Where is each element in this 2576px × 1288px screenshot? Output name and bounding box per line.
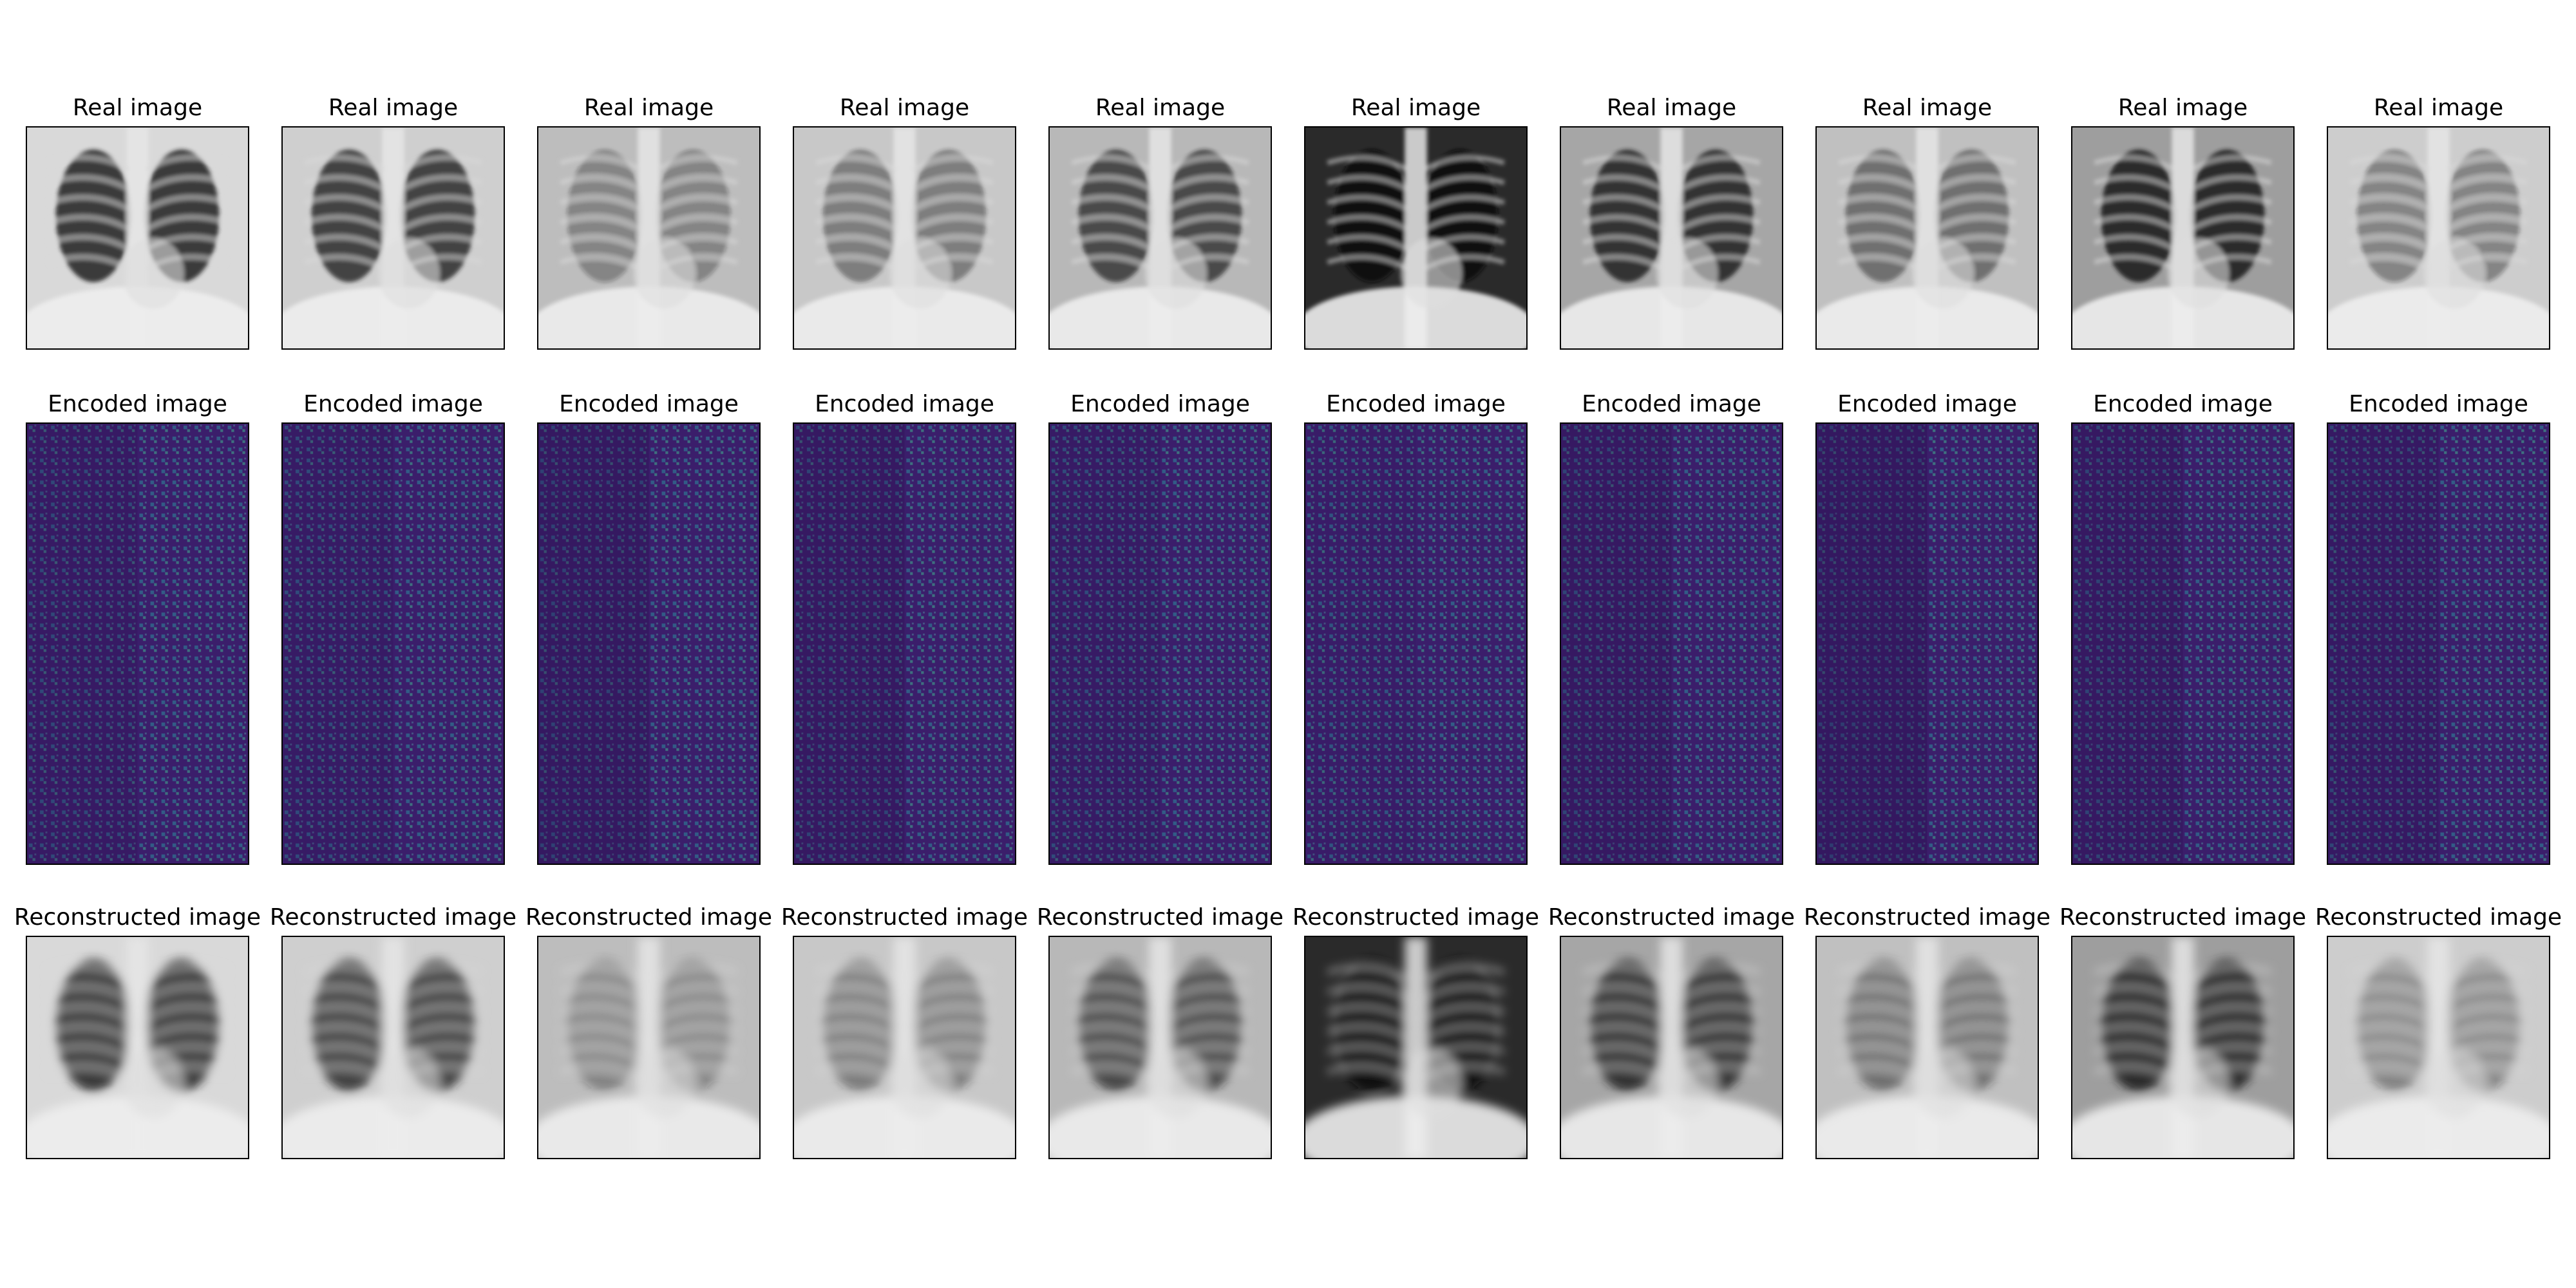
real-image-panel [1560,126,1783,350]
panel-title: Reconstructed image [525,904,773,931]
chest-xray-image [1817,128,2038,348]
panel-title: Real image [328,95,459,121]
panel-title: Real image [1350,95,1481,121]
panel-title: Reconstructed image [269,904,517,931]
encoded-image-panel [793,422,1016,865]
real-image-panel [1815,126,2039,350]
encoded-feature-map [283,424,504,864]
panel-title: Reconstructed image [2315,904,2562,931]
panel-title: Real image [1095,95,1226,121]
panel-title: Encoded image [1837,391,2017,417]
reconstructed-image-panel [1304,936,1528,1159]
encoded-image-panel [2071,422,2295,865]
chest-xray-image [538,937,759,1158]
reconstructed-image-panel [537,936,761,1159]
encoded-image-panel [1048,422,1272,865]
chest-xray-image [794,937,1015,1158]
real-image-panel [793,126,1016,350]
panel-title: Encoded image [2093,391,2273,417]
real-image-panel [2071,126,2295,350]
chest-xray-image [283,937,504,1158]
chest-xray-image [283,128,504,348]
chest-xray-image [1305,128,1526,348]
real-image-panel [281,126,505,350]
encoded-feature-map [1305,424,1526,864]
chest-xray-image [1561,937,1782,1158]
encoded-feature-map [2328,424,2549,864]
encoded-image-panel [537,422,761,865]
panel-title: Real image [2117,95,2248,121]
reconstructed-image-panel [2071,936,2295,1159]
panel-title: Encoded image [559,391,739,417]
panel-title: Encoded image [303,391,483,417]
reconstructed-image-panel [281,936,505,1159]
real-image-panel [26,126,249,350]
encoded-image-panel [1815,422,2039,865]
panel-title: Reconstructed image [1036,904,1284,931]
encoded-image-panel [281,422,505,865]
encoded-image-panel [1304,422,1528,865]
real-image-panel [1304,126,1528,350]
reconstructed-image-panel [793,936,1016,1159]
chest-xray-image [2328,937,2549,1158]
chest-xray-image [27,128,248,348]
panel-title: Reconstructed image [14,904,261,931]
chest-xray-image [1050,128,1271,348]
panel-title: Real image [1862,95,1993,121]
panel-title: Encoded image [48,391,227,417]
reconstructed-image-panel [2327,936,2550,1159]
chest-xray-image [1305,937,1526,1158]
encoded-image-panel [26,422,249,865]
panel-title: Real image [2373,95,2504,121]
encoded-feature-map [1561,424,1782,864]
panel-title: Reconstructed image [1548,904,1795,931]
encoded-feature-map [538,424,759,864]
reconstructed-image-panel [26,936,249,1159]
panel-title: Encoded image [815,391,994,417]
chest-xray-image [1817,937,2038,1158]
panel-title: Real image [839,95,970,121]
chest-xray-image [2072,937,2293,1158]
chest-xray-image [794,128,1015,348]
chest-xray-image [2072,128,2293,348]
panel-title: Real image [583,95,714,121]
chest-xray-image [538,128,759,348]
panel-title: Encoded image [1070,391,1250,417]
panel-title: Reconstructed image [2059,904,2307,931]
encoded-feature-map [2072,424,2293,864]
panel-title: Encoded image [2349,391,2528,417]
panel-title: Real image [1606,95,1737,121]
encoded-feature-map [1817,424,2038,864]
panel-title: Real image [72,95,203,121]
panel-title: Reconstructed image [1803,904,2051,931]
encoded-feature-map [27,424,248,864]
chest-xray-image [1050,937,1271,1158]
panel-title: Reconstructed image [1292,904,1540,931]
panel-title: Encoded image [1582,391,1761,417]
chest-xray-image [2328,128,2549,348]
chest-xray-image [27,937,248,1158]
encoded-feature-map [794,424,1015,864]
reconstructed-image-panel [1048,936,1272,1159]
encoded-image-panel [1560,422,1783,865]
panel-title: Encoded image [1326,391,1506,417]
reconstructed-image-panel [1560,936,1783,1159]
encoded-image-panel [2327,422,2550,865]
real-image-panel [1048,126,1272,350]
real-image-panel [537,126,761,350]
reconstructed-image-panel [1815,936,2039,1159]
panel-title: Reconstructed image [781,904,1028,931]
encoded-feature-map [1050,424,1271,864]
chest-xray-image [1561,128,1782,348]
real-image-panel [2327,126,2550,350]
